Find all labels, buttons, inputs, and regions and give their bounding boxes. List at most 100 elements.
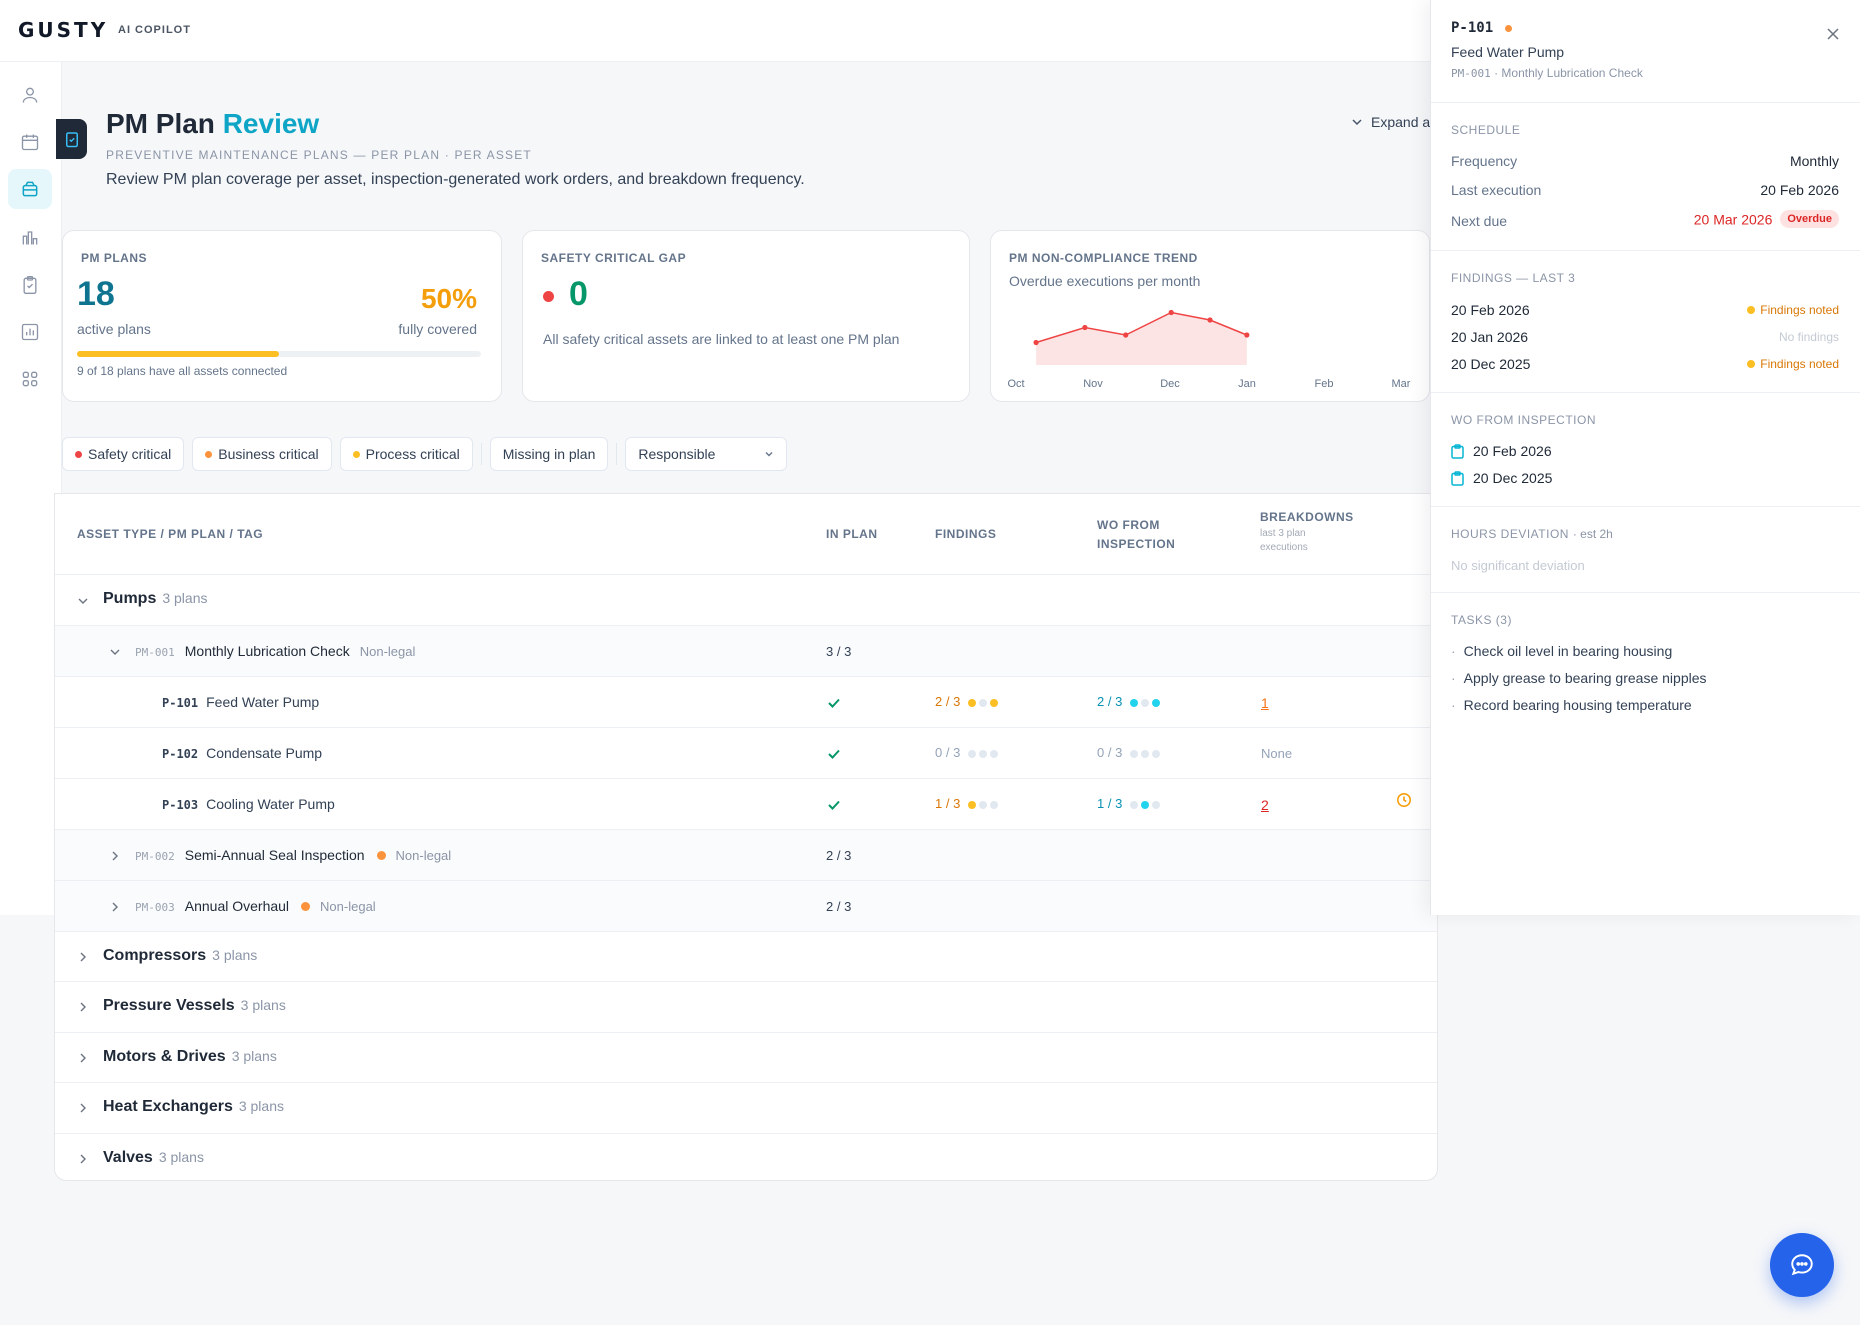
filter-missing-in-plan[interactable]: Missing in plan xyxy=(489,437,609,471)
frequency-label: Frequency xyxy=(1451,153,1518,169)
chevron-right-icon[interactable] xyxy=(77,1153,89,1165)
group-row-heat-exchangers[interactable]: Heat Exchangers 3 plans xyxy=(55,1083,1437,1134)
trend-axis-label: Dec xyxy=(1160,378,1180,390)
asset-tag: P-102 xyxy=(162,747,199,761)
trend-card: PM NON-COMPLIANCE TREND Overdue executio… xyxy=(990,230,1430,402)
plan-id: PM-003 xyxy=(135,901,175,914)
plan-in-plan: 2 / 3 xyxy=(826,848,852,863)
trend-axis-label: Nov xyxy=(1083,378,1103,390)
clipboard-icon xyxy=(1451,470,1464,486)
chevron-right-icon[interactable] xyxy=(109,901,121,913)
next-due-label: Next due xyxy=(1451,213,1508,229)
clipboard-check-icon[interactable] xyxy=(8,265,52,305)
chevron-right-icon[interactable] xyxy=(109,850,121,862)
findings-section: FINDINGS — LAST 3 20 Feb 2026 Findings n… xyxy=(1431,250,1860,392)
finding-status-label: Findings noted xyxy=(1760,303,1839,317)
group-label: Valves 3 plans xyxy=(103,1149,204,1167)
safety-gap-label: SAFETY CRITICAL GAP xyxy=(541,251,687,265)
hours-note: No significant deviation xyxy=(1451,558,1585,573)
filter-bar: Safety critical Business critical Proces… xyxy=(62,437,795,471)
col-wo-line2: INSPECTION xyxy=(1097,537,1176,551)
asset-row-p-101[interactable]: P-101 Feed Water Pump 2 / 3 2 / 3 1 xyxy=(55,677,1437,728)
group-row-valves[interactable]: Valves 3 plans xyxy=(55,1134,1437,1181)
group-label: Heat Exchangers 3 plans xyxy=(103,1098,284,1116)
chat-button[interactable] xyxy=(1770,1233,1834,1297)
clock-icon[interactable] xyxy=(1396,792,1412,808)
asset-label: P-103 Cooling Water Pump xyxy=(162,796,335,812)
chevron-down-icon[interactable] xyxy=(109,646,121,658)
group-name: Valves xyxy=(103,1149,153,1166)
business-dot xyxy=(205,450,213,458)
asset-name: Cooling Water Pump xyxy=(206,796,335,812)
asset-label: P-102 Condensate Pump xyxy=(162,745,322,761)
group-row-pressure-vessels[interactable]: Pressure Vessels 3 plans xyxy=(55,982,1437,1033)
group-count: 3 plans xyxy=(212,947,258,963)
bar-chart-icon[interactable] xyxy=(8,217,52,257)
asset-label: P-101 Feed Water Pump xyxy=(162,694,319,710)
plan-label: PM-002 Semi-Annual Seal Inspection Non-leg… xyxy=(135,847,451,863)
finding-status: Findings noted xyxy=(1747,303,1839,317)
close-icon[interactable] xyxy=(1821,22,1845,46)
logo[interactable]: GUSTY xyxy=(18,18,109,42)
plan-row-pm-001[interactable]: PM-001 Monthly Lubrication Check Non-legal… xyxy=(55,626,1437,677)
filter-safety-critical[interactable]: Safety critical xyxy=(62,437,185,471)
user-icon[interactable] xyxy=(8,75,52,115)
expand-all-button[interactable]: Expand a xyxy=(1351,114,1430,130)
trend-axis-label: Jan xyxy=(1238,378,1256,390)
wo-title: WO FROM INSPECTION xyxy=(1451,413,1596,427)
coverage-progress-fill xyxy=(77,351,279,357)
group-label: Compressors 3 plans xyxy=(103,947,257,965)
business-critical-dot xyxy=(1505,25,1512,32)
responsible-select[interactable]: Responsible xyxy=(625,437,788,471)
col-asset: ASSET TYPE / PM PLAN / TAG xyxy=(77,527,264,541)
group-row-compressors[interactable]: Compressors 3 plans xyxy=(55,932,1437,982)
pm-plans-label: PM PLANS xyxy=(81,251,148,265)
chevron-right-icon[interactable] xyxy=(77,951,89,963)
filter-process-critical[interactable]: Process critical xyxy=(339,437,473,471)
top-bar: GUSTY AI COPILOT xyxy=(0,0,1430,62)
col-findings: FINDINGS xyxy=(935,527,997,541)
plan-row-pm-002[interactable]: PM-002 Semi-Annual Seal Inspection Non-leg… xyxy=(55,830,1437,881)
wo-date: 20 Feb 2026 xyxy=(1473,443,1552,459)
col-wo-from-inspection: WO FROM INSPECTION xyxy=(1097,516,1175,554)
business-critical-dot xyxy=(376,851,386,860)
wo-dots xyxy=(1130,698,1161,707)
trend-axis-label: Feb xyxy=(1315,378,1334,390)
breakdowns-link[interactable]: 1 xyxy=(1261,695,1269,711)
plan-tag: Non-legal xyxy=(359,644,416,659)
plan-tag: Non-legal xyxy=(395,848,452,863)
group-label: Motors & Drives 3 plans xyxy=(103,1048,277,1066)
plan-in-plan: 3 / 3 xyxy=(826,644,852,659)
calendar-icon[interactable] xyxy=(8,122,52,162)
findings-cell: 1 / 3 xyxy=(935,796,999,811)
coverage-note: 9 of 18 plans have all assets connected xyxy=(77,364,288,378)
finding-status: No findings xyxy=(1779,330,1839,344)
col-in-plan: IN PLAN xyxy=(826,527,878,541)
group-row-pumps[interactable]: Pumps 3 plans xyxy=(55,575,1437,626)
database-icon[interactable] xyxy=(8,169,52,209)
chevron-down-icon[interactable] xyxy=(77,595,89,607)
group-row-motors-drives[interactable]: Motors & Drives 3 plans xyxy=(55,1033,1437,1083)
filter-business-critical[interactable]: Business critical xyxy=(192,437,332,471)
chevron-right-icon[interactable] xyxy=(77,1052,89,1064)
next-due-value: 20 Mar 2026 Overdue xyxy=(1694,210,1839,229)
chart-icon[interactable] xyxy=(8,312,52,352)
safety-gap-value: 0 xyxy=(569,275,588,313)
wo-item[interactable]: 20 Dec 2025 xyxy=(1451,470,1552,486)
task-item: Check oil level in bearing housing xyxy=(1451,643,1673,659)
hours-title-label: HOURS DEVIATION xyxy=(1451,527,1569,541)
finding-dot xyxy=(1747,360,1756,368)
grid-icon[interactable] xyxy=(8,359,52,399)
breakdowns-value: None xyxy=(1261,746,1293,761)
chevron-right-icon[interactable] xyxy=(77,1102,89,1114)
trend-chart: Oct Nov Dec Jan Feb Mar xyxy=(1007,309,1411,390)
table-header: ASSET TYPE / PM PLAN / TAG IN PLAN FINDI… xyxy=(55,494,1437,575)
hours-section: HOURS DEVIATION · est 2h No significant … xyxy=(1431,506,1860,592)
plan-row-pm-003[interactable]: PM-003 Annual Overhaul Non-legal 2 / 3 xyxy=(55,881,1437,932)
breakdowns-link[interactable]: 2 xyxy=(1261,797,1269,813)
panel-asset-tag: P-101 xyxy=(1451,20,1494,36)
chevron-right-icon[interactable] xyxy=(77,1001,89,1013)
asset-row-p-103[interactable]: P-103 Cooling Water Pump 1 / 3 1 / 3 2 xyxy=(55,779,1437,830)
wo-item[interactable]: 20 Feb 2026 xyxy=(1451,443,1552,459)
asset-row-p-102[interactable]: P-102 Condensate Pump 0 / 3 0 / 3 None xyxy=(55,728,1437,779)
